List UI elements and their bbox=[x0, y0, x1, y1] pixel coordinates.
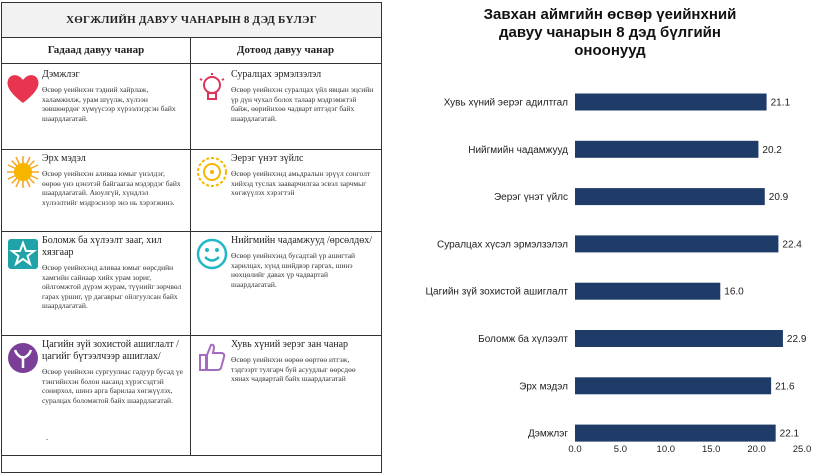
cell-social-competencies: Нийгмийн чадамжууд /өрсөлдөх/ Өсвөр үеий… bbox=[193, 235, 379, 333]
data-label: 22.9 bbox=[787, 334, 807, 345]
bar bbox=[575, 282, 721, 300]
cell-title: Эерэг үнэт зүйлс bbox=[231, 153, 304, 164]
row-divider bbox=[2, 231, 381, 232]
star-icon bbox=[8, 239, 38, 269]
cell-description: Өсвөр үеийнхэнд амьдралын эрүүл сонголт … bbox=[231, 169, 371, 197]
data-label: 16.0 bbox=[724, 287, 744, 298]
bar bbox=[575, 377, 772, 395]
category-label: Боломж ба хүлээлт bbox=[478, 333, 568, 345]
data-label: 22.1 bbox=[780, 429, 800, 440]
x-tick-label: 0.0 bbox=[568, 444, 581, 455]
x-tick-label: 20.0 bbox=[747, 444, 766, 455]
cell-positive-identity: Хувь хүний эерэг зан чанар Өсвөр үеийнхэ… bbox=[193, 339, 379, 453]
cell-constructive-time: Цагийн зүй зохистой ашиглалт /цагийг бүт… bbox=[4, 339, 188, 453]
cell-title: Цагийн зүй зохистой ашиглалт /цагийг бүт… bbox=[42, 339, 179, 362]
cell-boundaries: Боломж ба хүлээлт зааг, хил хязгаар Өсвө… bbox=[4, 235, 188, 333]
cell-title: Боломж ба хүлээлт зааг, хил хязгаар bbox=[42, 235, 162, 258]
row-divider bbox=[2, 455, 381, 456]
cell-description: Өсвөр үеийнхэнд бусадтай үр ашигтай хари… bbox=[231, 251, 356, 289]
category-label: Цагийн зүй зохистой ашиглалт bbox=[425, 287, 568, 298]
chart-title-line: Завхан аймгийн өсвөр үеийнхний bbox=[483, 6, 737, 23]
bar bbox=[575, 330, 783, 347]
category-label: Эерэг үнэт үйлс bbox=[494, 192, 568, 203]
x-tick-label: 10.0 bbox=[657, 444, 676, 455]
column-divider bbox=[190, 63, 191, 455]
cell-description: Өсвөр үеийнхэн өөрөө өөртөө итгэж, тэдгэ… bbox=[231, 355, 356, 383]
category-label: Суралцах хүсэл эрмэлзэлэл bbox=[437, 239, 568, 250]
cell-description: Өсвөр үеийнхэн суралцах үйл явцын эцсийн… bbox=[231, 85, 374, 123]
cell-title: Суралцах эрмэлзэлэл bbox=[231, 69, 322, 80]
cell-learning-motivation: Суралцах эрмэлзэлэл Өсвөр үеийнхэн сурал… bbox=[193, 69, 379, 147]
cell-title: Хувь хүний эерэг зан чанар bbox=[231, 339, 349, 350]
chart-title-line: давуу чанарын 8 дэд бүлгийн bbox=[499, 24, 721, 41]
category-label: Хувь хүний эерэг адилтгал bbox=[444, 98, 568, 109]
x-tick-label: 15.0 bbox=[702, 444, 721, 455]
cell-description: Өсвөр үеийнхэн аливаа юмыг үнэлдэг, өөрө… bbox=[42, 169, 181, 207]
data-label: 22.4 bbox=[782, 239, 802, 250]
category-label: Эрх мэдэл bbox=[519, 381, 568, 392]
thumbs-up-icon bbox=[199, 343, 226, 371]
cell-title: Эрх мэдэл bbox=[42, 153, 86, 164]
bar bbox=[575, 235, 779, 253]
strengths-table: ХӨГЖЛИЙН ДАВУУ ЧАНАРЫН 8 ДЭД БҮЛЭГ Гадаа… bbox=[1, 2, 382, 473]
heart-icon bbox=[7, 75, 39, 103]
bar bbox=[575, 188, 765, 206]
bar bbox=[575, 424, 776, 442]
bar bbox=[575, 93, 767, 111]
cell-support: Дэмжлэг Өсвөр үеийнхэн тэдний хайрлаж, х… bbox=[4, 69, 188, 147]
bar bbox=[575, 140, 759, 158]
category-label: Дэмжлэг bbox=[528, 429, 568, 440]
chart-title-line: оноонууд bbox=[574, 42, 646, 59]
cell-positive-values: Эерэг үнэт зүйлс Өсвөр үеийнхэнд амьдрал… bbox=[193, 153, 379, 229]
row-divider bbox=[2, 335, 381, 336]
x-tick-label: 25.0 bbox=[793, 444, 812, 455]
cell-description: Өсвөр үеийнхэнд аливаа юмыг өөрсдийн хам… bbox=[42, 263, 182, 310]
footnote-dot: . bbox=[46, 433, 48, 442]
sun-icon bbox=[7, 156, 39, 188]
smiley-icon bbox=[196, 238, 228, 270]
data-label: 20.9 bbox=[769, 192, 789, 203]
cell-description: Өсвөр үеийнхэн тэдний хайрлаж, халамжилж… bbox=[42, 85, 176, 123]
table-title: ХӨГЖЛИЙН ДАВУУ ЧАНАРЫН 8 ДЭД БҮЛЭГ bbox=[2, 3, 381, 38]
bar-chart: Хувь хүний эерэг адилтгал 21.1 Нийгмийн ча… bbox=[425, 93, 812, 455]
cell-title: Нийгмийн чадамжууд /өрсөлдөх/ bbox=[231, 235, 373, 246]
cell-description: Өсвөр үеийнхэн сургуулиас гадуур бусад ү… bbox=[42, 367, 183, 405]
x-tick-label: 5.0 bbox=[614, 444, 627, 455]
lightbulb-icon bbox=[199, 73, 225, 100]
cell-empowerment: Эрх мэдэл Өсвөр үеийнхэн аливаа юмыг үнэ… bbox=[4, 153, 188, 229]
sprout-icon bbox=[8, 343, 38, 373]
cell-title: Дэмжлэг bbox=[42, 69, 80, 80]
row-divider bbox=[2, 149, 381, 150]
chart-title: Завхан аймгийн өсвөр үеийнхний давуу чан… bbox=[440, 6, 780, 60]
sun-face-icon bbox=[197, 157, 227, 187]
data-label: 21.1 bbox=[771, 98, 791, 109]
data-label: 21.6 bbox=[775, 381, 795, 392]
column-header-external: Гадаад давуу чанар bbox=[2, 37, 191, 64]
category-label: Нийгмийн чадамжууд bbox=[468, 145, 568, 156]
data-label: 20.2 bbox=[762, 145, 782, 156]
column-header-internal: Дотоод давуу чанар bbox=[190, 37, 381, 64]
